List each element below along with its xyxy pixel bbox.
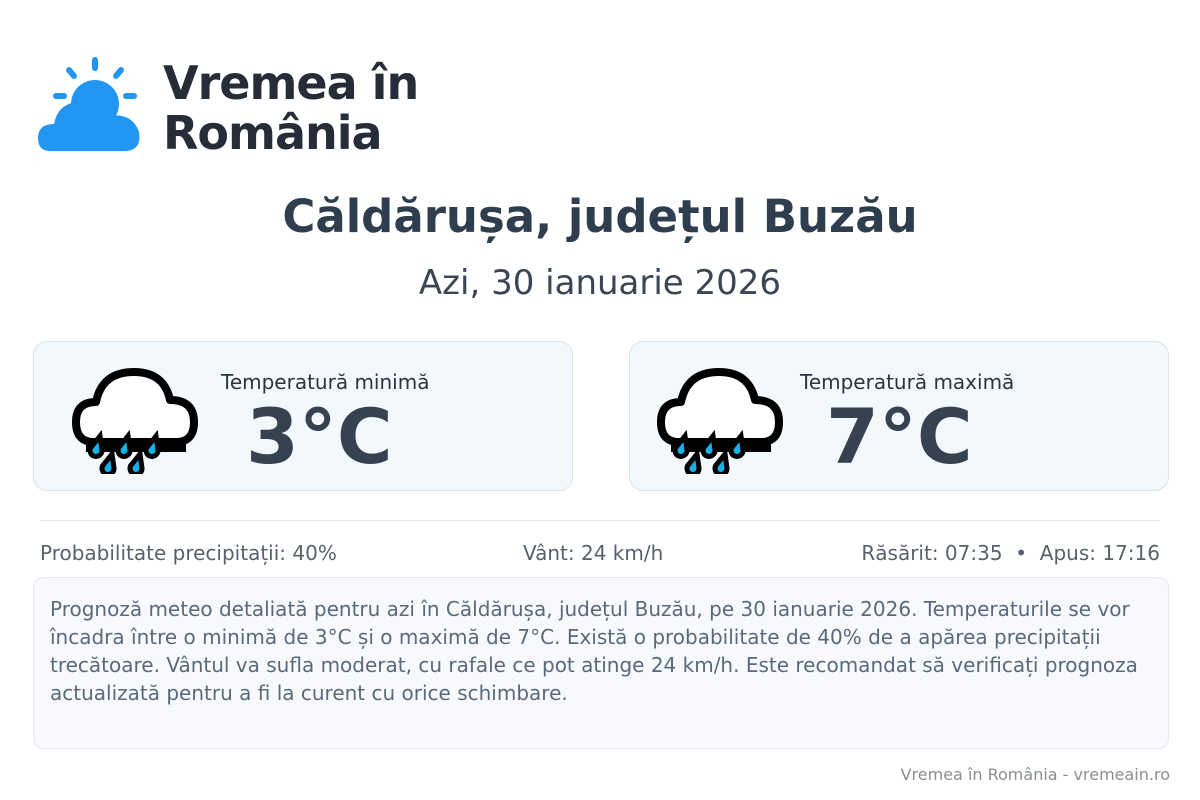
- brand-logo-text: Vremea în România: [163, 56, 419, 160]
- brand-line1: Vremea în: [163, 56, 419, 110]
- max-temp-value: 7°C: [826, 392, 973, 481]
- page-title: Căldărușa, județul Buzău: [282, 190, 918, 243]
- rain-cloud-icon: [657, 368, 783, 474]
- min-temp-value: 3°C: [246, 392, 393, 481]
- max-temp-label: Temperatură maximă: [800, 370, 1015, 394]
- footer-credit: Vremea în România - vremeain.ro: [900, 765, 1170, 784]
- sunrise-sunset-stat: Răsărit: 07:35 • Apus: 17:16: [861, 541, 1160, 565]
- max-temp-card: Temperatură maximă 7°C: [629, 341, 1169, 491]
- brand-line2: România: [163, 106, 383, 160]
- date-subtitle: Azi, 30 ianuarie 2026: [418, 263, 782, 303]
- rain-cloud-icon: [72, 368, 198, 474]
- sun-cloud-logo-icon: [38, 57, 140, 151]
- forecast-description: Prognoză meteo detaliată pentru azi în C…: [33, 577, 1169, 749]
- min-temp-label: Temperatură minimă: [221, 370, 430, 394]
- min-temp-card: Temperatură minimă 3°C: [33, 341, 573, 491]
- precipitation-stat: Probabilitate precipitații: 40%: [40, 541, 337, 565]
- wind-stat: Vânt: 24 km/h: [523, 541, 664, 565]
- divider: [40, 520, 1160, 521]
